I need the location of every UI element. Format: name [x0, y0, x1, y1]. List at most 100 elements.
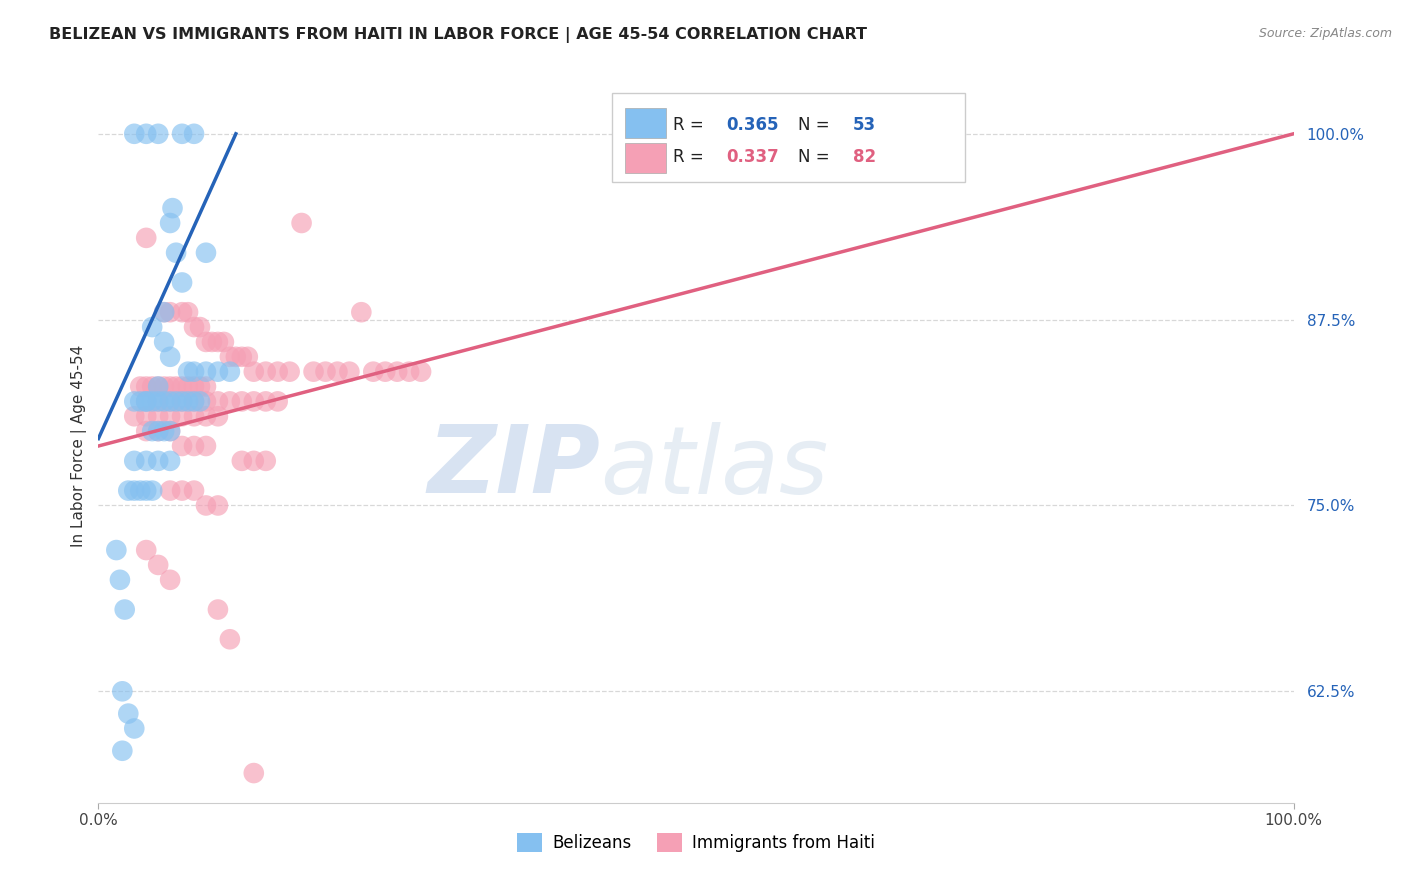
Point: [315, 365, 337, 379]
Point: [141, 483, 163, 498]
Point: [339, 365, 361, 379]
FancyBboxPatch shape: [613, 93, 965, 182]
Point: [350, 305, 373, 319]
Text: 82: 82: [852, 148, 876, 167]
Point: [141, 320, 163, 334]
Point: [231, 394, 253, 409]
Point: [172, 127, 194, 141]
Point: [326, 365, 349, 379]
Point: [148, 394, 170, 409]
Point: [207, 409, 229, 424]
Point: [135, 483, 157, 498]
Point: [124, 454, 146, 468]
Point: [183, 483, 205, 498]
Point: [135, 394, 157, 409]
Point: [207, 334, 229, 349]
Point: [398, 365, 420, 379]
Text: N =: N =: [797, 148, 834, 167]
Point: [219, 350, 242, 364]
Text: N =: N =: [797, 116, 834, 134]
Point: [188, 320, 211, 334]
Text: atlas: atlas: [600, 422, 828, 513]
Point: [183, 394, 205, 409]
Point: [207, 499, 229, 513]
Point: [195, 439, 218, 453]
Point: [219, 365, 242, 379]
Point: [141, 379, 163, 393]
Point: [183, 439, 205, 453]
Point: [172, 409, 194, 424]
Point: [212, 334, 235, 349]
Point: [267, 365, 290, 379]
Point: [135, 231, 157, 245]
Point: [363, 365, 385, 379]
Point: [159, 409, 181, 424]
Point: [165, 245, 187, 260]
Point: [141, 424, 163, 438]
Point: [124, 409, 146, 424]
Point: [159, 394, 181, 409]
Text: R =: R =: [673, 116, 709, 134]
Point: [195, 409, 218, 424]
Point: [411, 365, 433, 379]
Point: [114, 602, 136, 616]
Point: [159, 216, 181, 230]
Point: [201, 334, 224, 349]
Point: [159, 394, 181, 409]
Point: [124, 127, 146, 141]
Point: [243, 454, 266, 468]
Point: [374, 365, 396, 379]
Y-axis label: In Labor Force | Age 45-54: In Labor Force | Age 45-54: [72, 345, 87, 547]
Point: [135, 379, 157, 393]
Point: [243, 365, 266, 379]
Point: [159, 573, 181, 587]
Point: [225, 350, 247, 364]
Point: [172, 305, 194, 319]
Point: [172, 379, 194, 393]
Point: [195, 245, 218, 260]
Point: [254, 365, 277, 379]
Point: [177, 394, 200, 409]
Point: [195, 379, 218, 393]
Point: [148, 379, 170, 393]
Point: [165, 394, 187, 409]
Point: [162, 201, 184, 215]
Point: [278, 365, 301, 379]
Point: [267, 394, 290, 409]
Text: 53: 53: [852, 116, 876, 134]
Text: R =: R =: [673, 148, 709, 167]
Point: [153, 394, 176, 409]
Point: [159, 379, 181, 393]
Point: [105, 543, 128, 558]
Point: [195, 365, 218, 379]
Point: [243, 394, 266, 409]
Point: [135, 394, 157, 409]
Point: [159, 305, 181, 319]
Point: [231, 350, 253, 364]
Point: [153, 334, 176, 349]
Point: [291, 216, 314, 230]
Point: [135, 409, 157, 424]
Point: [172, 394, 194, 409]
Point: [159, 424, 181, 438]
Point: [219, 394, 242, 409]
Text: BELIZEAN VS IMMIGRANTS FROM HAITI IN LABOR FORCE | AGE 45-54 CORRELATION CHART: BELIZEAN VS IMMIGRANTS FROM HAITI IN LAB…: [49, 27, 868, 43]
Point: [153, 305, 176, 319]
Text: ZIP: ZIP: [427, 421, 600, 514]
Point: [159, 350, 181, 364]
Point: [195, 334, 218, 349]
Point: [172, 483, 194, 498]
Point: [254, 394, 277, 409]
Point: [207, 394, 229, 409]
Point: [172, 439, 194, 453]
Point: [302, 365, 325, 379]
Point: [183, 320, 205, 334]
Point: [135, 543, 157, 558]
Point: [153, 379, 176, 393]
Point: [243, 766, 266, 780]
Point: [188, 394, 211, 409]
Point: [153, 305, 176, 319]
Point: [129, 394, 152, 409]
Point: [148, 409, 170, 424]
Point: [236, 350, 259, 364]
